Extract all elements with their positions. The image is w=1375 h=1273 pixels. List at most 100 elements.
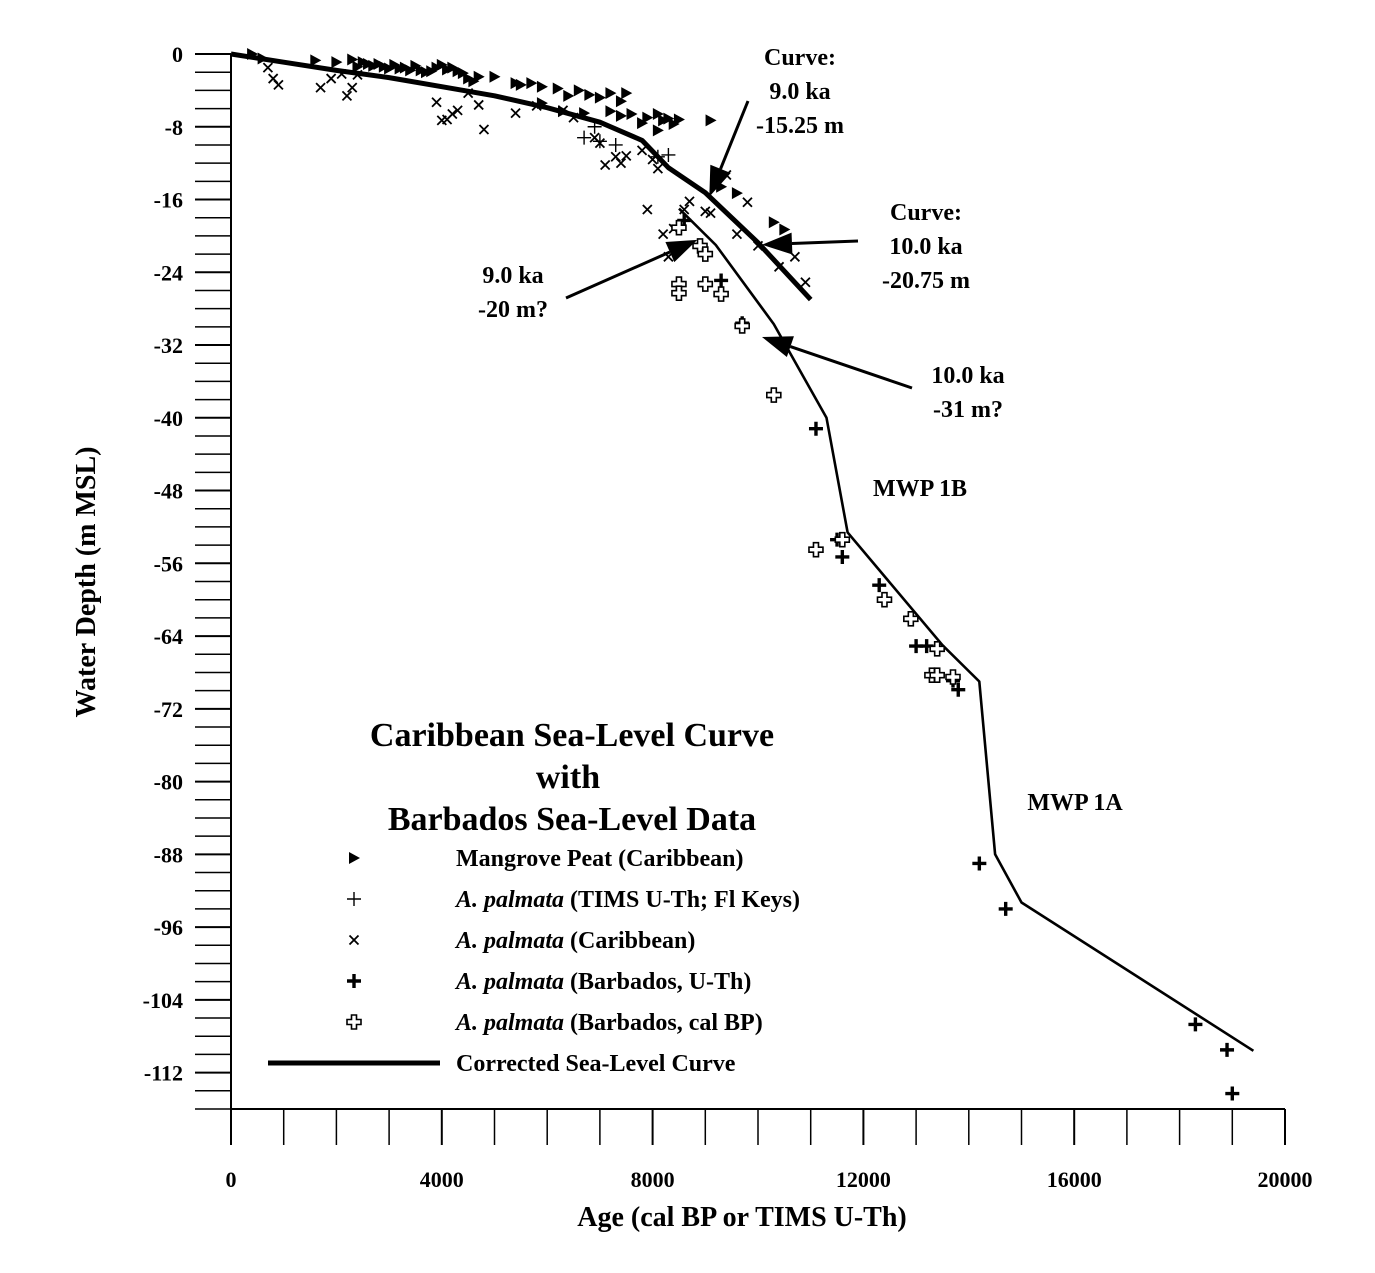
legend-label: A. palmata (Caribbean) <box>454 928 695 954</box>
arrow-shaft <box>565 250 671 300</box>
data-point-x <box>594 137 606 149</box>
legend-item: A. palmata (Barbados, U-Th) <box>347 969 751 995</box>
data-point-triangle-right <box>536 80 548 93</box>
data-point-triangle-right <box>652 108 664 121</box>
data-point-triangle-right <box>615 109 627 122</box>
legend-marker-triangle-right <box>349 852 360 864</box>
y-tick-label: -72 <box>154 697 183 722</box>
legend-label: A. palmata (TIMS U-Th; Fl Keys) <box>454 887 800 913</box>
data-point-triangle-right <box>536 97 548 110</box>
legend-item: Corrected Sea-Level Curve <box>268 1051 736 1077</box>
x-tick-label: 20000 <box>1258 1167 1313 1192</box>
arrow-head <box>665 239 698 263</box>
legend-label: Corrected Sea-Level Curve <box>456 1051 736 1077</box>
data-point-triangle-right <box>626 108 638 121</box>
x-tick-label: 16000 <box>1047 1167 1102 1192</box>
axes <box>230 54 1285 1110</box>
legend-label-part: A. palmata <box>454 887 564 913</box>
annotation-10ka-31m: 10.0 ka <box>931 363 1004 389</box>
data-point-x <box>341 90 353 101</box>
data-point-plus-open <box>671 285 687 301</box>
data-point-x <box>325 73 337 84</box>
legend-marker-plus-thin <box>347 892 361 906</box>
data-point-x <box>684 196 695 207</box>
data-point-triangle-right <box>615 95 627 108</box>
legend-item: A. palmata (Barbados, cal BP) <box>346 1010 763 1036</box>
legend-label-part: (Barbados, U-Th) <box>564 969 751 995</box>
arrow-shaft <box>719 100 750 170</box>
data-point-x <box>315 82 326 93</box>
data-point-x <box>642 204 653 215</box>
data-point-x <box>531 100 542 111</box>
data-point-plus-open <box>697 246 714 262</box>
data-point-triangle-right <box>473 70 485 83</box>
x-tick-label: 4000 <box>420 1167 464 1192</box>
data-point-x <box>731 228 743 240</box>
data-point-plus-open <box>671 219 687 236</box>
legend-label-part: (Caribbean) <box>564 928 695 954</box>
legend-label: A. palmata (Barbados, U-Th) <box>454 969 751 995</box>
y-tick-label: -112 <box>144 1061 183 1086</box>
y-tick-label: -64 <box>154 624 183 649</box>
annotation-curve-10ka: -20.75 m <box>882 268 970 294</box>
arrow-shaft <box>791 239 859 246</box>
data-point-triangle-right <box>605 105 617 118</box>
data-point-x <box>658 228 669 240</box>
data-point-plus-open <box>808 541 824 558</box>
data-point-plus-bold <box>1188 1017 1203 1032</box>
data-point-plus-open <box>766 387 782 403</box>
data-point-plus-bold <box>808 421 823 436</box>
data-point-triangle-right <box>247 48 259 60</box>
legend-label-part: A. palmata <box>454 928 564 954</box>
x-tick-label: 12000 <box>836 1167 891 1192</box>
data-point-triangle-right <box>779 223 791 236</box>
arrow-curve-10ka <box>762 232 859 255</box>
data-point-plus-bold <box>872 578 887 593</box>
data-point-plus-bold <box>835 549 850 564</box>
y-tick-label: -96 <box>154 915 183 940</box>
data-point-plus-open <box>929 641 945 657</box>
y-tick-label: -32 <box>154 333 183 358</box>
data-point-triangle-right <box>768 216 780 229</box>
legend-label-part: A. palmata <box>454 969 564 995</box>
data-point-plus-bold <box>1225 1086 1240 1101</box>
legend-marker-plus-open <box>346 1014 362 1030</box>
data-points <box>247 48 1240 1101</box>
legend-label-part: Mangrove Peat (Caribbean) <box>456 846 744 872</box>
y-tick-label: -104 <box>143 988 183 1013</box>
data-point-plus-open <box>929 667 945 683</box>
y-tick-label: -16 <box>154 188 183 213</box>
annotation-9ka-20m: 9.0 ka <box>482 263 543 289</box>
arrow-shaft <box>789 345 913 390</box>
y-tick-label: -48 <box>154 479 183 504</box>
data-point-x <box>705 208 716 219</box>
y-tick-label: -80 <box>154 770 183 795</box>
annotation-curve-9ka: 9.0 ka <box>769 79 830 105</box>
annotation-mwp-1a: MWP 1A <box>1027 790 1123 816</box>
arrow-curve-9ka <box>709 100 750 197</box>
data-point-plus-open <box>734 318 750 334</box>
data-point-triangle-right <box>584 88 596 101</box>
data-point-plus-open <box>713 286 729 302</box>
annotation-9ka-20m: -20 m? <box>478 297 548 323</box>
data-point-triangle-right <box>257 52 269 65</box>
data-point-triangle-right <box>563 89 575 102</box>
data-point-x <box>636 145 648 156</box>
data-point-triangle-right <box>705 114 717 127</box>
data-point-x <box>273 79 284 91</box>
data-point-triangle-right <box>489 70 501 83</box>
data-point-x <box>557 105 569 116</box>
data-point-x <box>600 159 611 171</box>
data-point-plus-open <box>945 669 961 685</box>
data-point-x <box>615 158 627 169</box>
data-point-plus-thin <box>577 130 592 145</box>
data-point-plus-open <box>834 531 851 548</box>
data-point-plus-open <box>876 591 893 608</box>
data-point-plus-thin <box>608 137 623 152</box>
legend-label-part: Corrected Sea-Level Curve <box>456 1051 736 1077</box>
data-point-plus-open <box>697 276 714 292</box>
annotation-10ka-31m: -31 m? <box>933 397 1003 423</box>
data-point-triangle-right <box>605 87 617 100</box>
arrow-head <box>762 336 794 358</box>
data-point-x <box>647 154 658 165</box>
